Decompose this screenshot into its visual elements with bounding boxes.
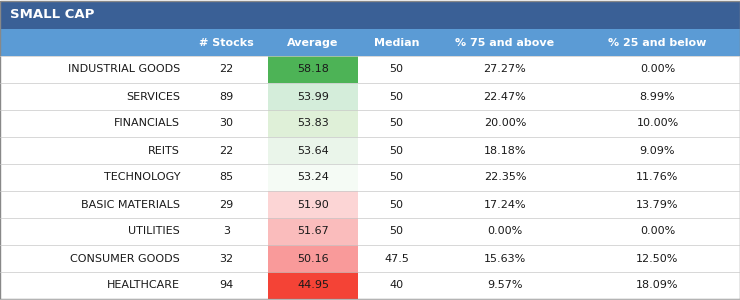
Text: FINANCIALS: FINANCIALS [114, 118, 180, 128]
Bar [268, 191, 358, 218]
Text: 29: 29 [219, 200, 234, 209]
Text: TECHNOLOGY: TECHNOLOGY [104, 172, 180, 182]
Bar [268, 245, 358, 272]
Bar [0, 191, 740, 218]
Bar [0, 1, 740, 29]
Bar [268, 137, 358, 164]
Text: 17.24%: 17.24% [484, 200, 526, 209]
Text: SERVICES: SERVICES [126, 92, 180, 101]
Text: 50: 50 [389, 172, 403, 182]
Text: 11.76%: 11.76% [636, 172, 679, 182]
Text: 18.18%: 18.18% [484, 146, 526, 155]
Text: 50.16: 50.16 [297, 254, 329, 263]
Text: 47.5: 47.5 [384, 254, 409, 263]
Text: % 75 and above: % 75 and above [455, 38, 554, 47]
Text: 12.50%: 12.50% [636, 254, 679, 263]
Text: 50: 50 [389, 226, 403, 236]
Bar [0, 272, 740, 299]
Text: 22.47%: 22.47% [484, 92, 526, 101]
Text: 0.00%: 0.00% [640, 64, 675, 74]
Text: Median: Median [374, 38, 420, 47]
Text: 30: 30 [220, 118, 234, 128]
Bar [0, 137, 740, 164]
Text: 44.95: 44.95 [297, 280, 329, 290]
Text: 40: 40 [389, 280, 403, 290]
Text: 50: 50 [389, 64, 403, 74]
Text: 50: 50 [389, 118, 403, 128]
Bar [0, 218, 740, 245]
Bar [0, 83, 740, 110]
Text: 20.00%: 20.00% [484, 118, 526, 128]
Bar [0, 245, 740, 272]
Text: 89: 89 [219, 92, 234, 101]
Text: 22.35%: 22.35% [484, 172, 526, 182]
Text: 0.00%: 0.00% [640, 226, 675, 236]
Text: 53.83: 53.83 [297, 118, 329, 128]
Text: 50: 50 [389, 146, 403, 155]
Text: 53.64: 53.64 [297, 146, 329, 155]
Bar [268, 83, 358, 110]
Text: 10.00%: 10.00% [636, 118, 679, 128]
Text: 22: 22 [219, 146, 234, 155]
Bar [0, 56, 740, 83]
Text: INDUSTRIAL GOODS: INDUSTRIAL GOODS [68, 64, 180, 74]
Bar [0, 29, 740, 56]
Bar [0, 110, 740, 137]
Text: 15.63%: 15.63% [484, 254, 526, 263]
Bar [268, 56, 358, 83]
Text: Average: Average [287, 38, 339, 47]
Text: 8.99%: 8.99% [639, 92, 676, 101]
Bar [268, 272, 358, 299]
Text: 9.57%: 9.57% [487, 280, 522, 290]
Text: % 25 and below: % 25 and below [608, 38, 707, 47]
Text: REITS: REITS [148, 146, 180, 155]
Text: 13.79%: 13.79% [636, 200, 679, 209]
Text: 0.00%: 0.00% [488, 226, 522, 236]
Text: SMALL CAP: SMALL CAP [10, 8, 95, 22]
Text: # Stocks: # Stocks [199, 38, 254, 47]
Bar [268, 164, 358, 191]
Text: 51.67: 51.67 [297, 226, 329, 236]
Bar [0, 164, 740, 191]
Text: 94: 94 [219, 280, 234, 290]
Text: 50: 50 [389, 200, 403, 209]
Text: BASIC MATERIALS: BASIC MATERIALS [81, 200, 180, 209]
Text: 27.27%: 27.27% [484, 64, 526, 74]
Text: 32: 32 [220, 254, 234, 263]
Text: 85: 85 [220, 172, 234, 182]
Text: HEALTHCARE: HEALTHCARE [107, 280, 180, 290]
Text: 50: 50 [389, 92, 403, 101]
Text: 51.90: 51.90 [297, 200, 329, 209]
Text: 53.99: 53.99 [297, 92, 329, 101]
Text: 22: 22 [219, 64, 234, 74]
Bar [268, 110, 358, 137]
Text: 9.09%: 9.09% [640, 146, 676, 155]
Text: 53.24: 53.24 [297, 172, 329, 182]
Bar [268, 218, 358, 245]
Text: CONSUMER GOODS: CONSUMER GOODS [70, 254, 180, 263]
Text: 3: 3 [223, 226, 230, 236]
Text: 18.09%: 18.09% [636, 280, 679, 290]
Text: UTILITIES: UTILITIES [128, 226, 180, 236]
Text: 58.18: 58.18 [297, 64, 329, 74]
